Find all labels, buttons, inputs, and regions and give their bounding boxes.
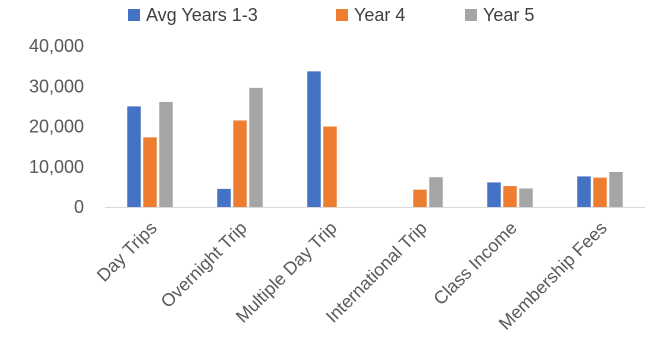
bar — [127, 106, 141, 207]
y-tick-label: 40,000 — [29, 36, 84, 56]
x-tick-label: Overnight Trip — [157, 218, 251, 312]
x-tick-label: Class Income — [430, 218, 521, 309]
legend-label: Avg Years 1-3 — [146, 5, 258, 25]
legend-swatch — [128, 9, 140, 21]
legend-label: Year 5 — [483, 5, 534, 25]
bar — [143, 137, 157, 207]
y-tick-label: 10,000 — [29, 157, 84, 177]
bar — [249, 87, 263, 207]
bar — [577, 176, 591, 207]
bar — [593, 177, 607, 207]
y-tick-label: 30,000 — [29, 76, 84, 96]
bar — [429, 177, 443, 207]
legend-swatch — [465, 9, 477, 21]
bar — [323, 126, 337, 207]
legend-swatch — [336, 9, 348, 21]
bar — [159, 101, 173, 207]
bar — [609, 171, 623, 207]
bar — [413, 189, 427, 207]
bar — [233, 120, 247, 207]
bar — [519, 188, 533, 207]
legend-label: Year 4 — [354, 5, 405, 25]
x-tick-label: Day Trips — [93, 218, 161, 286]
y-tick-label: 20,000 — [29, 117, 84, 137]
y-tick-label: 0 — [74, 197, 84, 217]
bar — [217, 188, 231, 207]
bar — [307, 71, 321, 207]
bar — [503, 186, 517, 207]
bar — [487, 182, 501, 207]
